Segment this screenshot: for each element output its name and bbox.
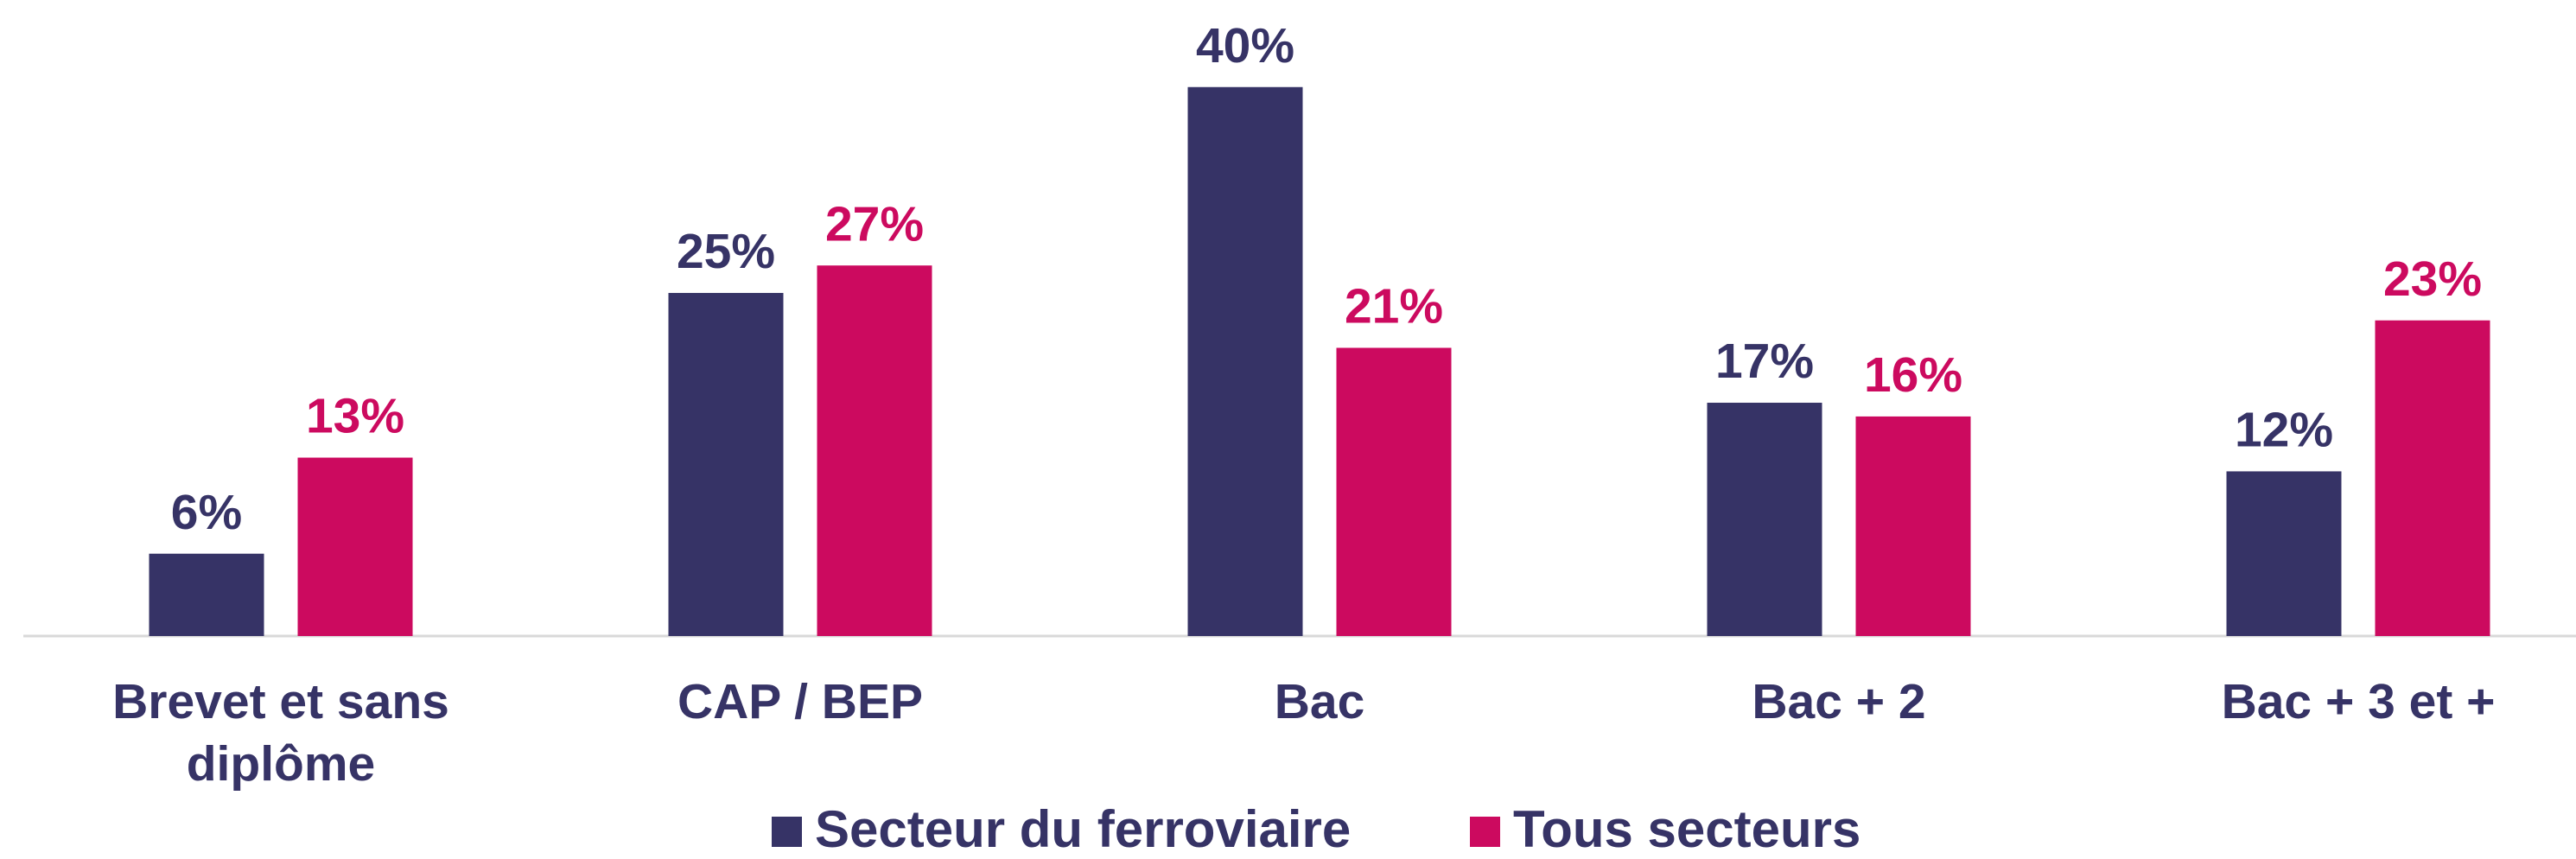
value-label: 12% <box>2235 402 2333 457</box>
value-label: 17% <box>1715 334 1814 389</box>
bar <box>1855 416 1971 636</box>
bar <box>817 265 932 636</box>
x-tick-label: Bac + 3 et + <box>2221 674 2496 729</box>
value-label: 23% <box>2383 251 2482 307</box>
bar <box>2375 320 2490 636</box>
value-label: 6% <box>171 485 242 540</box>
x-tick-label: Bac + 2 <box>1752 674 1926 729</box>
bar <box>2226 471 2342 636</box>
legend-label: Tous secteurs <box>1513 800 1860 858</box>
value-label: 25% <box>677 224 775 279</box>
bar <box>297 457 413 636</box>
bar <box>1187 86 1303 636</box>
x-tick-label: Brevet et sans diplôme <box>112 674 449 792</box>
bar <box>149 553 264 636</box>
value-label: 16% <box>1864 347 1962 403</box>
x-tick-label: CAP / BEP <box>677 674 924 729</box>
legend-swatch <box>1470 817 1500 847</box>
bar <box>1336 347 1452 636</box>
value-label: 21% <box>1345 279 1443 334</box>
legend-swatch <box>772 817 802 847</box>
legend-label: Secteur du ferroviaire <box>815 800 1351 858</box>
bar <box>668 292 784 636</box>
bar <box>1707 403 1822 636</box>
value-label: 27% <box>825 196 924 251</box>
value-label: 40% <box>1196 18 1294 73</box>
x-tick-label: Bac <box>1274 674 1365 729</box>
value-label: 13% <box>306 389 404 444</box>
